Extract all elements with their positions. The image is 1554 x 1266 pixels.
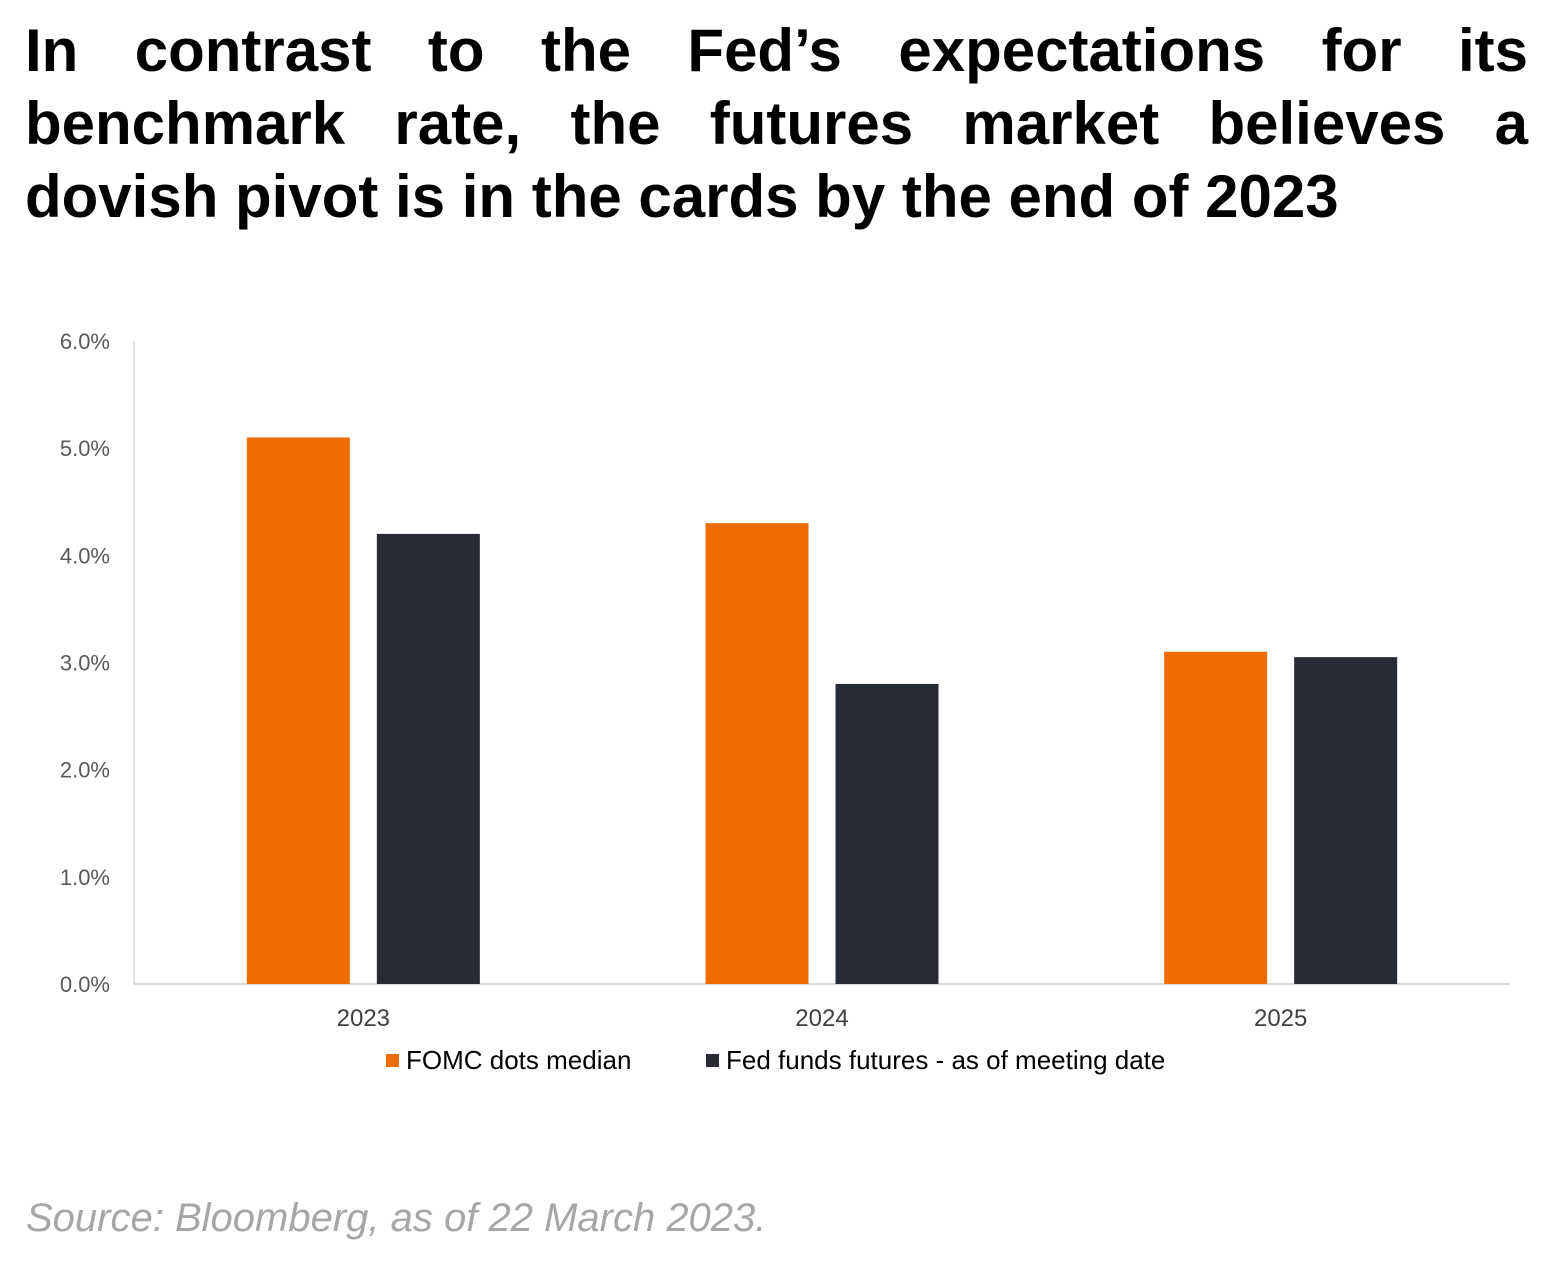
y-tick-label: 2.0% [60,758,110,783]
y-tick-label: 6.0% [60,329,110,354]
y-tick-label: 4.0% [60,543,110,568]
bar-fomc-dots-2025 [1164,651,1268,984]
chart-container: 0.0% 1.0% 2.0% 3.0% 4.0% 5.0% 6.0% 2023 2024 2025… [0,300,1554,1120]
y-tick-label: 3.0% [60,651,110,676]
bar-fed-funds-futures-2023 [376,533,480,984]
y-tick-label: 0.0% [60,972,110,997]
chart-headline: In contrast to the Fed’s expectations fo… [25,17,1528,230]
source-note: Source: Bloomberg, as of 22 March 2023. [26,1196,767,1240]
bar-fed-funds-futures-2024 [835,683,939,984]
y-tick-label: 5.0% [60,436,110,461]
bar-fomc-dots-2024 [705,523,809,984]
x-tick-label: 2024 [795,1005,848,1032]
bar-fed-funds-futures-2025 [1294,657,1398,984]
bar-chart: 0.0% 1.0% 2.0% 3.0% 4.0% 5.0% 6.0% 2023 2024 2025… [60,329,1510,1075]
bar-fomc-dots-2023 [246,437,350,984]
legend-swatch-fomc-dots [386,1054,399,1067]
legend-swatch-fed-funds-futures [706,1054,719,1067]
y-tick-label: 1.0% [60,865,110,890]
x-tick-label: 2025 [1254,1005,1307,1032]
legend-label-fomc-dots: FOMC dots median [406,1045,631,1075]
legend-label-fed-funds-futures: Fed funds futures - as of meeting date [726,1045,1165,1075]
x-tick-label: 2023 [337,1005,390,1032]
